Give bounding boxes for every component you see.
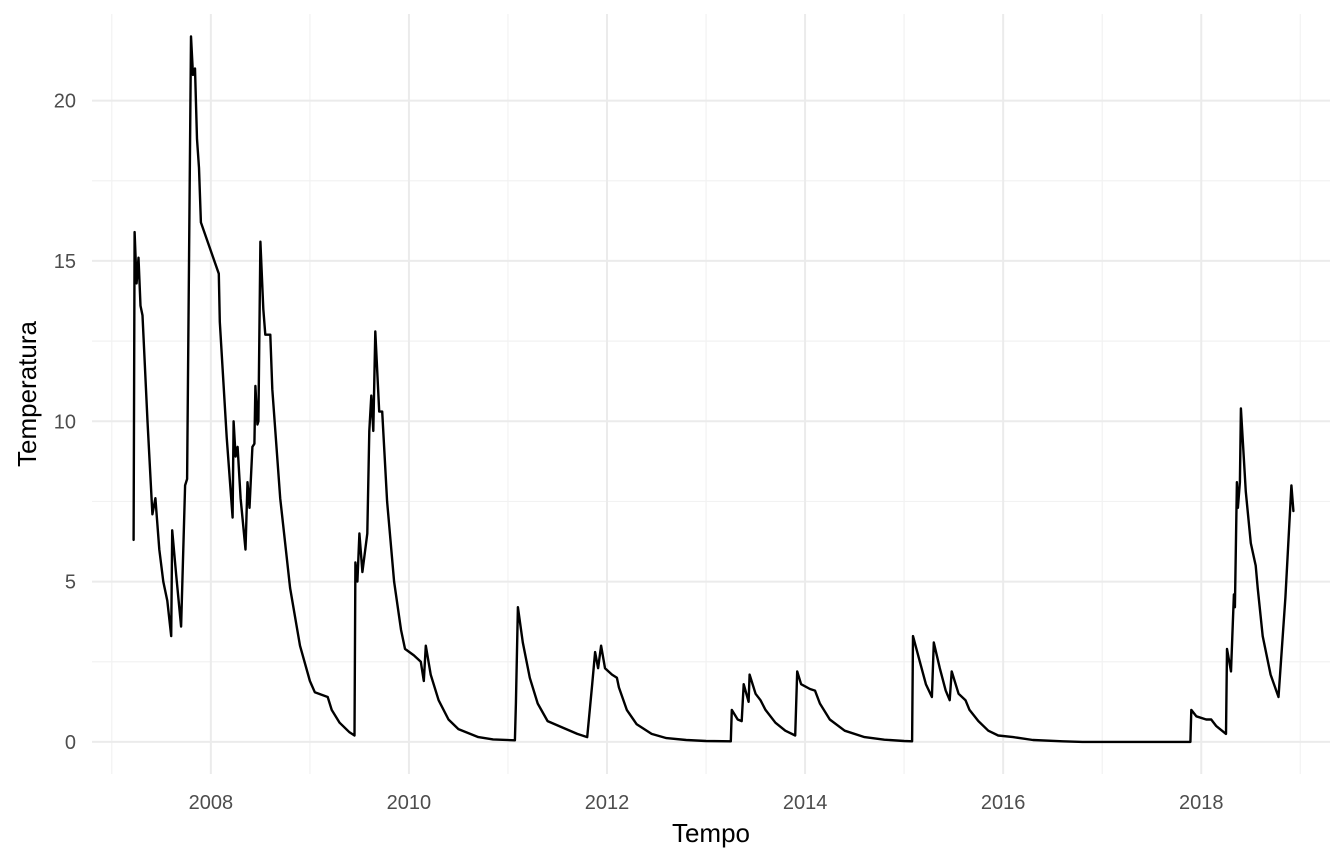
y-tick-label-4: 20: [54, 91, 76, 113]
y-tick-label-2: 10: [54, 411, 76, 433]
x-tick-label-2: 2012: [585, 792, 630, 814]
y-axis-tick-labels: 0 5 10 15 20: [54, 91, 76, 754]
minor-gridlines: [92, 14, 1330, 774]
x-tick-label-5: 2018: [1179, 792, 1224, 814]
y-tick-label-0: 0: [65, 732, 76, 754]
y-tick-label-3: 15: [54, 251, 76, 273]
x-tick-label-1: 2010: [387, 792, 432, 814]
major-gridlines: [92, 14, 1330, 774]
y-axis-title: Temperatura: [12, 320, 42, 466]
x-tick-label-3: 2014: [783, 792, 828, 814]
y-tick-label-1: 5: [65, 572, 76, 594]
x-axis-tick-labels: 2008 2010 2012 2014 2016 2018: [189, 792, 1224, 814]
series-line-0: [132, 35, 1295, 744]
x-tick-label-0: 2008: [189, 792, 234, 814]
series-layer: [132, 35, 1295, 744]
x-axis-title: Tempo: [672, 818, 750, 848]
x-tick-label-4: 2016: [981, 792, 1026, 814]
